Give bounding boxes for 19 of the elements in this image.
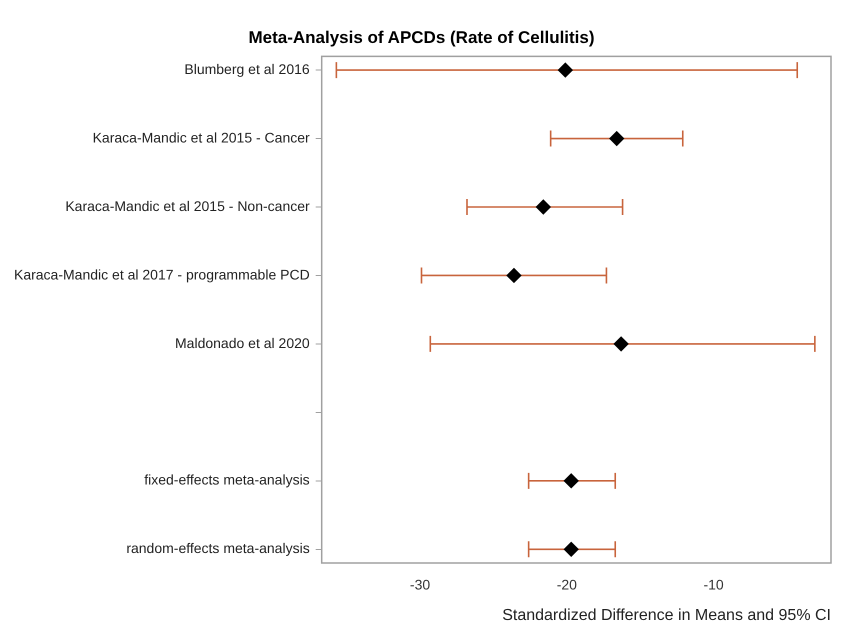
x-axis-title: Standardized Difference in Means and 95% CI <box>502 606 831 624</box>
y-tick-label: Maldonado et al 2020 <box>175 334 310 351</box>
point <box>564 542 579 557</box>
y-tick-label: Karaca-Mandic et al 2015 - Non-cancer <box>65 198 310 214</box>
y-tick-label: Karaca-Mandic et al 2017 - programmable PCD <box>14 266 310 282</box>
x-tick-label: -20 <box>556 576 578 592</box>
x-tick-label: -30 <box>410 576 430 592</box>
point <box>506 268 522 283</box>
y-tick-label: Karaca-Mandic et al 2015 - Cancer <box>92 129 310 146</box>
y-tick-label: random-effects meta-analysis <box>126 540 310 556</box>
point <box>609 131 624 146</box>
y-tick-label: Blumberg et al 2016 <box>184 60 310 77</box>
point <box>564 473 579 488</box>
point <box>536 200 551 215</box>
x-tick-label: -10 <box>703 576 724 592</box>
chart-title: Meta-Analysis of APCDs (Rate of Cellulitis) <box>248 28 595 47</box>
point <box>558 62 573 78</box>
y-tick-label: fixed-effects meta-analysis <box>144 472 310 488</box>
point <box>614 336 629 352</box>
